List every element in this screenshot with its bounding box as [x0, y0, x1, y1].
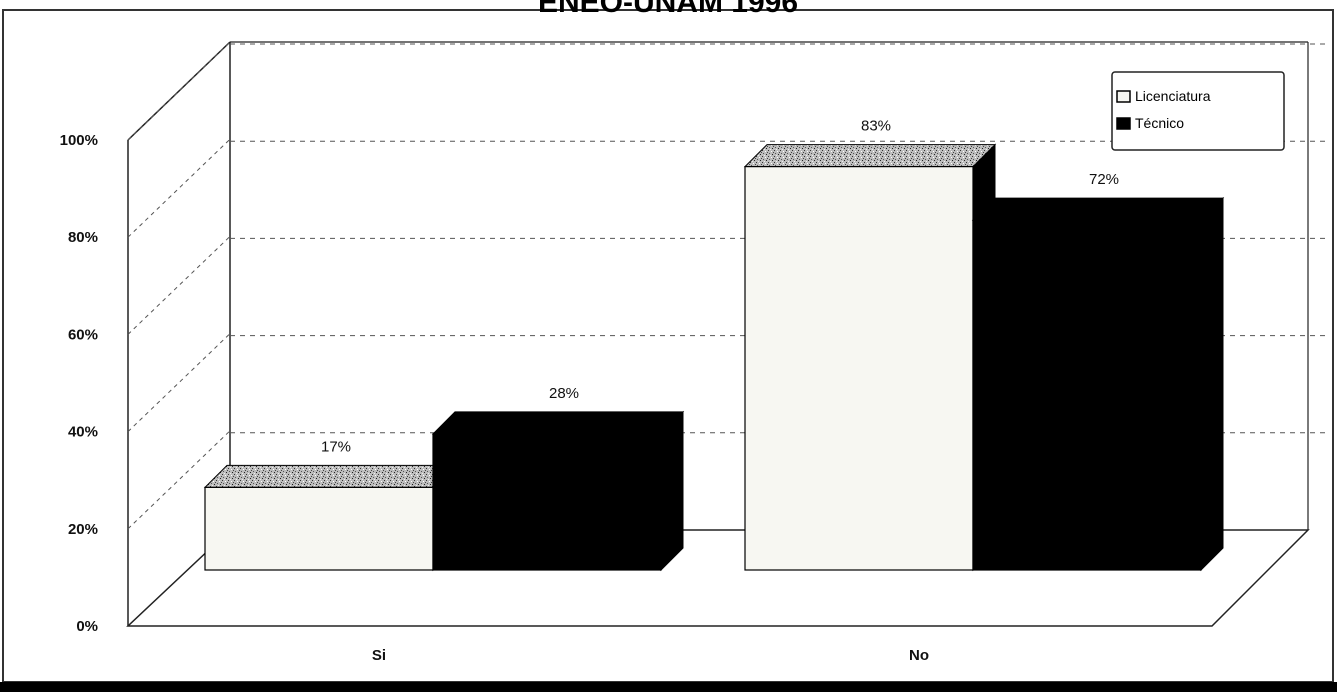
legend-box [1111, 71, 1285, 151]
data-label: 83% [861, 118, 891, 135]
bar-side [660, 410, 684, 572]
y-axis-ticks: 0% 20% 40% 60% 80% 100% [60, 132, 98, 635]
y-tick-label: 60% [68, 326, 98, 343]
data-label: 72% [1089, 171, 1119, 188]
data-label: 28% [549, 385, 579, 402]
bar-top [743, 144, 997, 168]
legend-label-tecnico: Técnico [1135, 115, 1184, 131]
legend-swatch-tecnico [1116, 117, 1131, 130]
bar-top [431, 411, 685, 435]
legend-swatch-licenciatura [1116, 90, 1131, 103]
bottom-bar [0, 682, 1337, 692]
bar-side [1200, 196, 1224, 572]
x-axis-labels: Si No [372, 647, 929, 664]
side-wall-top-edge [127, 41, 231, 141]
bar [432, 433, 662, 571]
bar [204, 486, 434, 571]
y-tick-label: 20% [68, 521, 98, 538]
y-tick-label: 0% [76, 618, 98, 635]
bar-top [203, 464, 457, 488]
data-label: 17% [321, 438, 351, 455]
y-tick-label: 80% [68, 229, 98, 246]
gridline-side [127, 138, 231, 238]
bar [972, 219, 1202, 571]
x-tick-label: Si [372, 647, 386, 664]
gridline-side [127, 333, 231, 432]
bar [744, 166, 974, 571]
legend-label-licenciatura: Licenciatura [1135, 88, 1211, 104]
gridline-side [127, 236, 231, 335]
legend: Licenciatura Técnico [1111, 71, 1285, 151]
x-tick-label: No [909, 647, 929, 664]
bars: 17% 28% 83% 72% [203, 118, 1225, 572]
bar-top [971, 197, 1225, 221]
y-tick-label: 100% [60, 132, 98, 149]
chart-title: ENEO-UNAM 1996 [538, 0, 798, 19]
y-tick-label: 40% [68, 424, 98, 441]
